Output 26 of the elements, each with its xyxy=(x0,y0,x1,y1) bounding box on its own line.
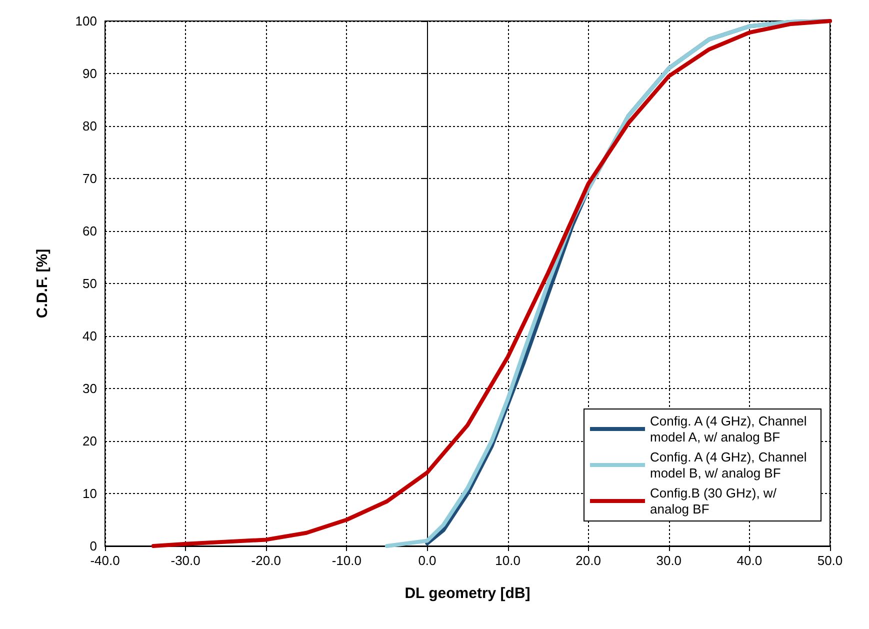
legend-label: Config. A (4 GHz), Channel model B, w/ analog BF xyxy=(650,450,810,480)
y-tick-label: 100 xyxy=(75,14,97,28)
x-tick-label: -10.0 xyxy=(332,553,362,568)
x-tick-label: -40.0 xyxy=(90,553,120,568)
x-tick-label: 40.0 xyxy=(736,553,762,568)
y-tick-label: 90 xyxy=(82,66,97,81)
y-tick-label: 60 xyxy=(82,224,97,238)
x-tick-label: 10.0 xyxy=(495,553,520,568)
y-tick-label: 40 xyxy=(82,328,97,344)
legend-label: Config.B (30 GHz), w/ analog BF xyxy=(650,486,780,516)
y-tick-label: 70 xyxy=(82,171,97,186)
y-tick-label: 50 xyxy=(82,276,97,291)
y-tick-label: 10 xyxy=(82,486,97,501)
x-tick-label: 50.0 xyxy=(817,553,843,568)
x-axis-title: DL geometry [dB] xyxy=(404,585,530,602)
x-tick-label: -20.0 xyxy=(251,553,281,568)
x-tick-label: 20.0 xyxy=(576,553,601,568)
legend-label: Config. A (4 GHz), Channel model A, w/ analog BF xyxy=(650,414,810,444)
x-tick-label: 0.0 xyxy=(418,553,436,568)
x-tick-label: 30.0 xyxy=(656,553,682,568)
x-tick-label: -30.0 xyxy=(170,553,200,568)
y-tick-label: 30 xyxy=(82,381,97,396)
y-tick-label: 0 xyxy=(90,538,97,554)
y-tick-label: 80 xyxy=(82,118,97,134)
y-axis-title: C.D.F. [%] xyxy=(34,248,51,318)
y-tick-label: 20 xyxy=(82,434,97,448)
